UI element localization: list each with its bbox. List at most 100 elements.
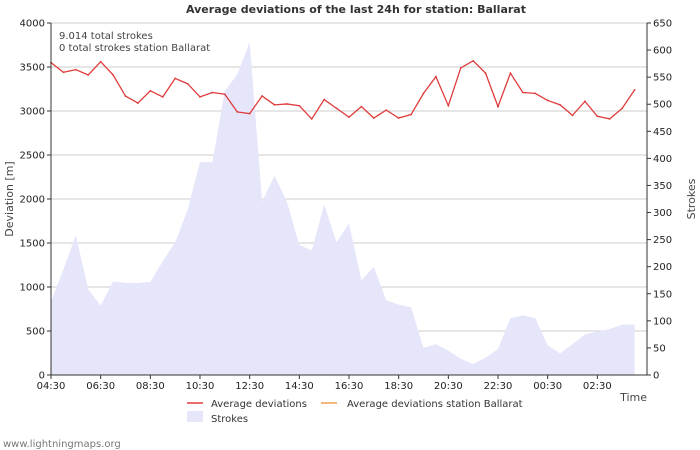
average-deviations-line [50,60,636,120]
deviation-point-36 [497,105,499,108]
y2-tick-label-9: 450 [653,127,672,138]
x-tick-label-5: 14:30 [285,381,314,392]
deviation-point-19 [286,103,288,105]
y2-tick-label-6: 300 [653,208,672,219]
y2-tick-label-3: 150 [653,289,672,300]
deviation-point-8 [149,89,152,92]
y-tick-label-6: 3000 [20,107,45,118]
axes: 0 500 1000 1500 2000 2500 3000 3500 4000 0 50 100 15… [20,19,673,393]
y2-tick-label-2: 100 [653,316,672,327]
deviation-point-40 [546,99,549,102]
y-tick-label-3: 1500 [20,239,45,250]
deviation-point-43 [584,100,586,103]
deviation-point-20 [298,104,301,107]
deviation-point-42 [571,114,574,117]
deviation-point-45 [608,118,611,120]
x-tick-label-8: 20:30 [434,381,463,392]
deviation-point-5 [112,74,114,76]
x-tick-label-10: 00:30 [533,381,562,392]
deviation-point-41 [559,103,561,106]
legend: Average deviations Average deviations st… [187,399,523,425]
deviation-point-14 [223,93,226,96]
deviation-point-18 [273,103,276,106]
deviation-point-9 [161,96,164,98]
deviation-point-27 [385,109,388,112]
deviation-point-29 [410,113,412,116]
deviation-point-17 [261,95,263,97]
deviation-point-12 [199,96,201,98]
y2-tick-label-10: 500 [653,100,672,111]
chart-title: Average deviations of the last 24h for s… [186,3,526,16]
x-tick-label-9: 22:30 [484,381,513,392]
deviation-point-38 [521,91,524,94]
y2-tick-label-12: 600 [653,46,672,57]
legend-swatch-strokes [187,411,203,422]
deviation-point-35 [484,72,487,75]
y2-tick-label-1: 50 [653,343,666,354]
legend-label-strokes: Strokes [211,414,248,425]
y2-axis-label: Strokes [685,178,698,219]
deviation-point-26 [372,117,375,119]
deviation-point-31 [435,75,437,78]
y2-tick-label-0: 0 [653,371,659,382]
x-tick-label-2: 08:30 [136,381,165,392]
x-tick-label-4: 12:30 [235,381,264,392]
deviation-point-28 [397,117,400,119]
deviation-point-25 [360,105,363,108]
y-tick-label-0: 0 [39,371,45,382]
y-tick-label-8: 4000 [20,19,45,30]
legend-label-average-deviations: Average deviations [211,399,307,410]
deviation-point-37 [509,72,512,75]
deviation-point-11 [186,82,189,85]
deviation-point-39 [534,92,537,95]
y2-tick-label-4: 200 [653,262,672,273]
deviation-point-4 [99,60,102,63]
deviation-point-44 [596,115,599,118]
x-axis-label: Time [619,391,647,404]
deviation-point-1 [62,71,65,74]
deviation-point-32 [447,104,450,107]
total-strokes-note: 9.014 total strokes [59,31,153,42]
y2-tick-label-11: 550 [653,73,672,84]
deviation-point-33 [459,66,462,69]
deviation-point-24 [348,116,350,119]
deviation-point-13 [211,91,214,94]
x-tick-label-7: 18:30 [384,381,413,392]
deviation-point-21 [310,118,313,120]
deviation-point-15 [236,110,239,113]
y-tick-label-7: 3500 [20,63,45,74]
y2-tick-label-13: 650 [653,19,672,30]
deviation-point-22 [323,98,326,101]
site-credit: www.lightningmaps.org [3,439,121,450]
legend-label-station-deviations: Average deviations station Ballarat [347,399,523,410]
x-tick-label-3: 10:30 [186,381,215,392]
y2-tick-label-7: 350 [653,181,672,192]
y-tick-label-2: 1000 [20,283,45,294]
deviation-point-23 [335,107,338,110]
deviation-point-10 [174,77,177,80]
y-axis-label: Deviation [m] [3,161,16,236]
y-tick-label-4: 2000 [20,195,45,206]
deviation-point-6 [124,95,127,97]
x-tick-label-0: 04:30 [37,381,66,392]
y-tick-label-5: 2500 [20,151,45,162]
y2-tick-label-8: 400 [653,154,672,165]
deviation-point-34 [472,59,475,62]
station-strokes-note: 0 total strokes station Ballarat [59,43,210,54]
deviation-point-47 [633,88,636,91]
x-tick-label-6: 16:30 [335,381,364,392]
deviation-point-2 [74,68,77,71]
strokes-area-layer [51,41,635,375]
x-tick-label-11: 02:30 [583,381,612,392]
y2-tick-label-5: 250 [653,235,672,246]
deviation-line-layer [50,59,636,120]
deviation-point-30 [422,92,425,95]
x-tick-label-1: 06:30 [86,381,115,392]
deviation-point-7 [137,102,139,104]
deviation-point-16 [248,112,251,115]
strokes-area [51,41,635,375]
deviation-point-46 [621,107,624,110]
deviation-point-3 [87,74,90,76]
